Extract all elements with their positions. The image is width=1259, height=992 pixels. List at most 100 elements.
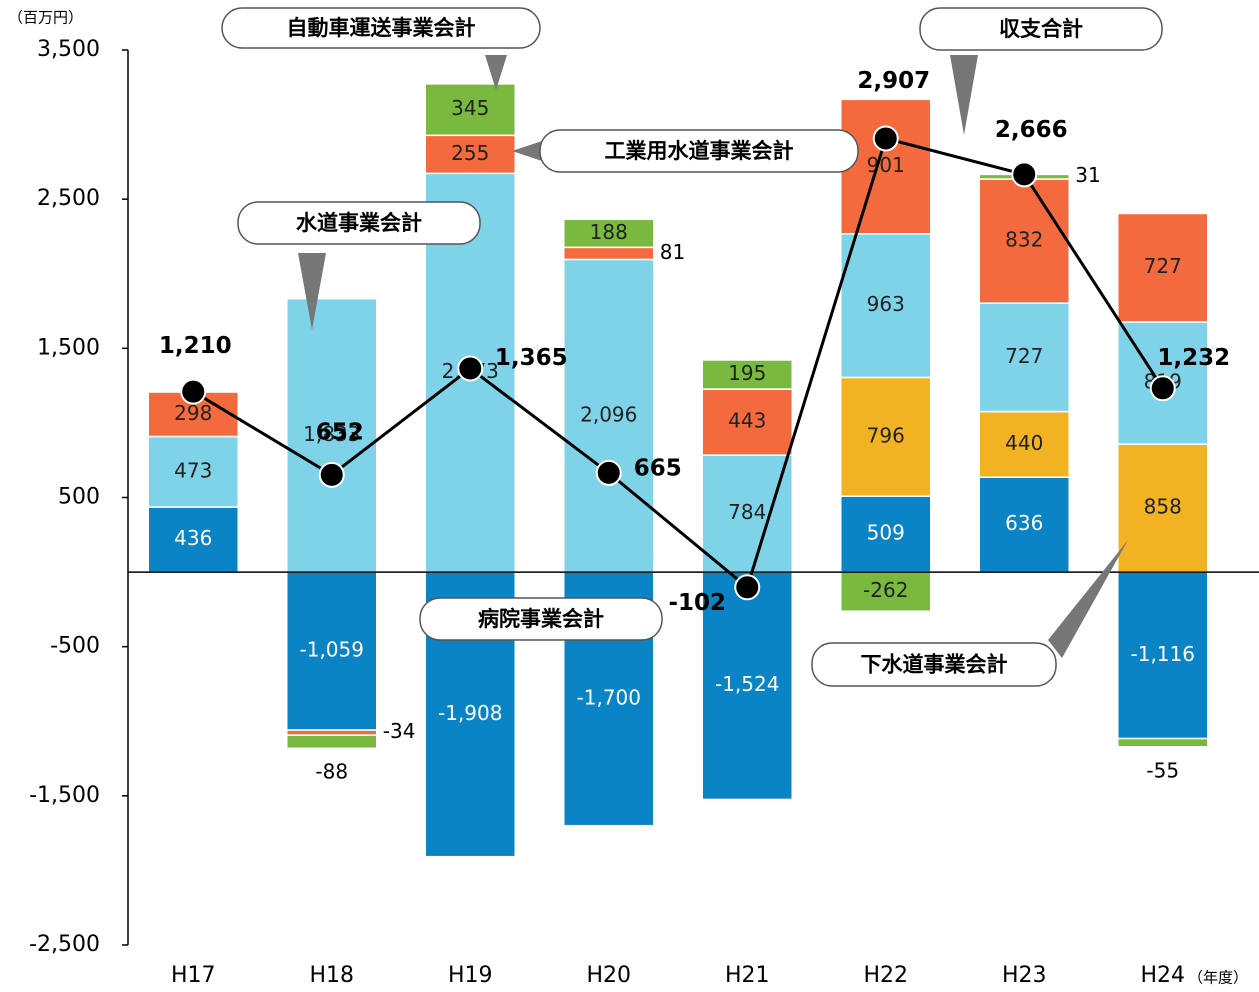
segment-label: 636 xyxy=(1005,511,1043,535)
segment-label: 345 xyxy=(451,96,489,120)
bar-segment xyxy=(840,376,932,497)
x-tick-label: H24 xyxy=(1140,963,1185,988)
segment-label: 440 xyxy=(1005,431,1043,455)
x-tick-label: H20 xyxy=(586,963,631,988)
total-label: 2,907 xyxy=(857,68,930,94)
bar-segment xyxy=(424,83,516,137)
segment-label: 963 xyxy=(867,292,905,316)
segment-label: 255 xyxy=(451,141,489,165)
bar-segment xyxy=(840,98,932,235)
segment-label: -1,908 xyxy=(438,701,502,725)
total-point xyxy=(318,461,345,488)
segment-label: 298 xyxy=(174,401,212,425)
segment-label: 901 xyxy=(867,153,905,177)
callout-label: 病院事業会計 xyxy=(478,607,604,631)
x-tick-label: H21 xyxy=(725,963,770,988)
x-unit: （年度） xyxy=(1188,969,1248,987)
bar-segment xyxy=(701,571,793,801)
callout-pointer xyxy=(485,55,507,90)
segment-label: 1,833 xyxy=(303,422,360,446)
callout-label: 自動車運送事業会計 xyxy=(287,16,476,40)
segment-label: -88 xyxy=(315,760,348,784)
y-tick-label: 3,500 xyxy=(37,37,100,62)
y-tick-label: -500 xyxy=(50,634,100,659)
segment-label: -262 xyxy=(863,578,908,602)
callout-box xyxy=(539,129,859,173)
segment-label: 2,096 xyxy=(580,402,637,426)
bar-segment xyxy=(563,258,655,573)
total-label: 2,666 xyxy=(995,117,1068,143)
segment-label: 195 xyxy=(728,361,766,385)
total-label: 1,210 xyxy=(159,333,232,359)
y-unit: （百万円） xyxy=(8,9,83,27)
bar-segment xyxy=(147,435,239,508)
total-point xyxy=(180,378,207,405)
total-point xyxy=(872,125,899,152)
x-tick-label: H18 xyxy=(309,963,354,988)
segment-label: -55 xyxy=(1146,758,1179,782)
callout-pointer xyxy=(950,55,978,135)
y-tick-label: -1,500 xyxy=(29,783,100,808)
total-label: -102 xyxy=(668,590,726,616)
bar-segment xyxy=(563,246,655,261)
segment-label: 188 xyxy=(590,220,628,244)
callout-box xyxy=(811,642,1057,687)
segment-label: 727 xyxy=(1005,344,1043,368)
callout-box xyxy=(419,597,663,641)
segment-label: -1,700 xyxy=(577,685,641,709)
bar-segment xyxy=(286,571,378,731)
bar-segment xyxy=(147,506,239,573)
callout-label: 工業用水道事業会計 xyxy=(605,139,794,163)
callout-pointer xyxy=(512,140,545,162)
callout-label: 水道事業会計 xyxy=(296,211,422,235)
total-point xyxy=(1011,161,1038,188)
bar-segment xyxy=(1117,571,1209,740)
callout-pointer xyxy=(1048,540,1128,658)
total-point xyxy=(595,459,622,486)
x-tick-label: H17 xyxy=(171,963,216,988)
segment-label: -1,059 xyxy=(300,638,364,662)
bar-segment xyxy=(286,729,378,736)
y-tick-label: 2,500 xyxy=(37,186,100,211)
segment-label: 796 xyxy=(867,423,905,447)
callout-box xyxy=(237,201,481,245)
segment-label: -1,116 xyxy=(1131,642,1195,666)
callout-label: 収支合計 xyxy=(999,17,1083,41)
segment-label: -1,524 xyxy=(715,672,779,696)
segment-label: 443 xyxy=(728,409,766,433)
segment-label: 727 xyxy=(1144,254,1182,278)
bar-segment xyxy=(978,410,1070,478)
total-point xyxy=(1149,375,1176,402)
total-label: 652 xyxy=(316,419,364,445)
bar-segment xyxy=(1117,212,1209,323)
x-tick-label: H23 xyxy=(1002,963,1047,988)
x-tick-label: H19 xyxy=(448,963,493,988)
bar-segment xyxy=(1117,737,1209,748)
bar-segment xyxy=(978,178,1070,304)
segment-label: 81 xyxy=(660,240,685,264)
total-label: 1,365 xyxy=(495,345,568,371)
bar-segment xyxy=(840,571,932,612)
segment-label: 784 xyxy=(728,500,766,524)
bar-segment xyxy=(1117,443,1209,573)
bar-segment xyxy=(978,302,1070,413)
segment-label: -34 xyxy=(383,719,416,743)
bar-segment xyxy=(840,233,932,379)
segment-label: 858 xyxy=(1144,495,1182,519)
bar-segment xyxy=(286,297,378,573)
y-tick-label: 1,500 xyxy=(37,335,100,360)
segment-label: 31 xyxy=(1075,163,1100,187)
bar-segment xyxy=(563,218,655,249)
segment-label: 473 xyxy=(174,458,212,482)
segment-label: 509 xyxy=(867,521,905,545)
total-line xyxy=(192,136,1165,590)
callout-box xyxy=(919,7,1163,51)
segment-label: 436 xyxy=(174,526,212,550)
callout-box xyxy=(221,7,541,49)
segment-label: 832 xyxy=(1005,228,1043,252)
x-tick-label: H22 xyxy=(863,963,908,988)
y-tick-label: 500 xyxy=(58,485,100,510)
total-point xyxy=(734,574,761,601)
y-tick-label: -2,500 xyxy=(29,932,100,957)
